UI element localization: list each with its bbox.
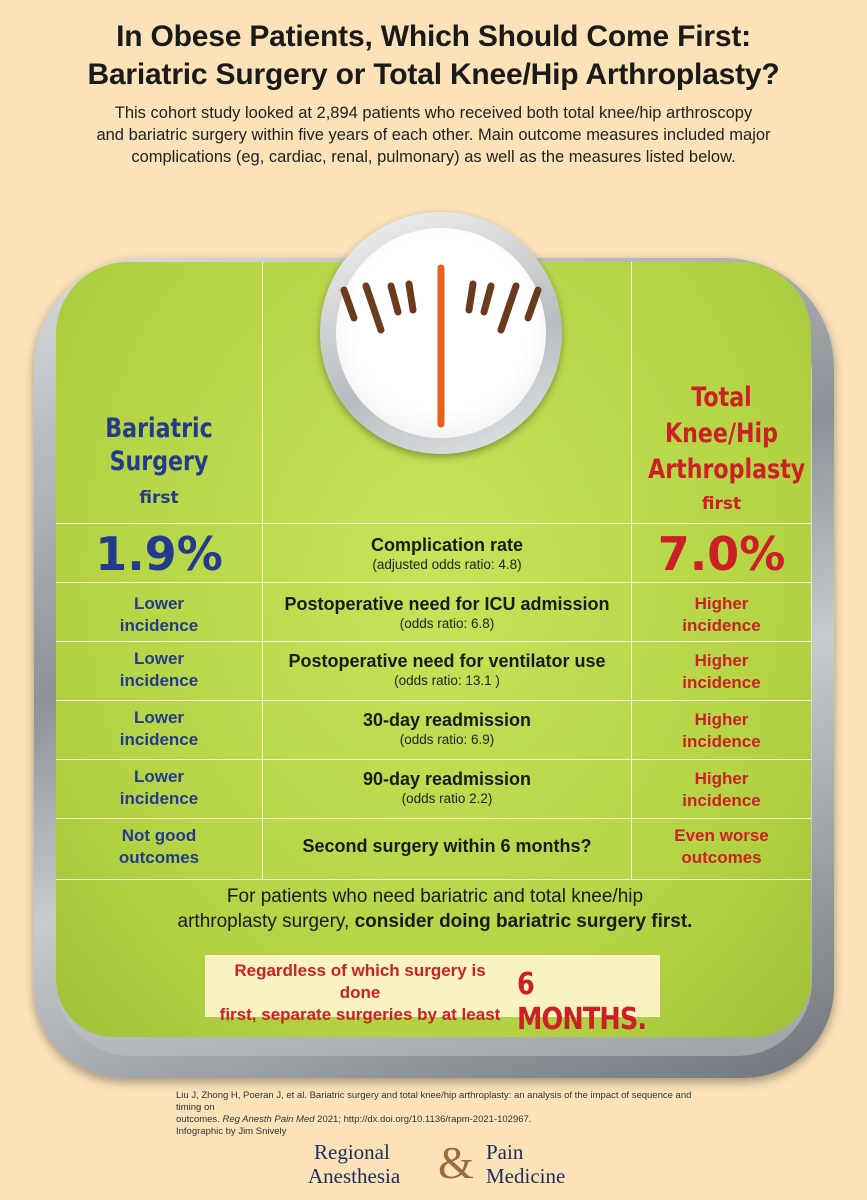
row-right-value: Higher incidence — [682, 594, 761, 635]
timing-emphasis: 6 MONTHS. — [517, 967, 647, 1037]
row-left-value: Lower incidence — [119, 708, 199, 749]
journal-logo: Regional Anesthesia & Pain Medicine — [308, 1137, 566, 1189]
row-left-value: Lower incidence — [119, 649, 199, 690]
ampersand-logo-icon: & — [438, 1137, 474, 1188]
row-right-value: Higher incidence — [682, 710, 761, 751]
row-right-value: Higher incidence — [682, 651, 761, 692]
title-line-2: Bariatric Surgery or Total Knee/Hip Arth… — [87, 58, 780, 91]
row-measure: 90-day readmission (odds ratio 2.2) — [362, 769, 532, 806]
row-right-value: Higher incidence — [682, 769, 761, 810]
row-left-value: Not good outcomes — [118, 826, 200, 867]
dial-gauge-icon — [340, 264, 542, 428]
row-divider — [56, 700, 811, 701]
page-title: In Obese Patients, Which Should Come Fir… — [0, 18, 867, 94]
row-left-value: Lower incidence — [119, 594, 199, 635]
scale-dial — [320, 212, 562, 454]
row-measure: Postoperative need for ICU admission (odd… — [284, 594, 610, 631]
row-divider — [56, 523, 811, 524]
column-header-bariatric: Bariatric Surgery first — [105, 413, 213, 508]
intro-text: This cohort study looked at 2,894 patien… — [34, 102, 834, 168]
complication-rate-label: Complication rate (adjusted odds ratio: … — [370, 535, 524, 572]
row-divider — [56, 582, 811, 583]
intro-line-2: and bariatric surgery within five years … — [96, 126, 771, 144]
column-divider-left — [262, 262, 263, 880]
conclusion-text: For patients who need bariatric and tota… — [177, 886, 693, 932]
row-left-value: Lower incidence — [119, 767, 199, 808]
title-line-1: In Obese Patients, Which Should Come Fir… — [116, 20, 751, 53]
row-divider — [56, 818, 811, 819]
citation: Liu J, Zhong H, Poeran J, et al. Bariatr… — [176, 1090, 692, 1137]
row-measure: 30-day readmission (odds ratio: 6.9) — [362, 710, 532, 747]
intro-line-3: complications (eg, cardiac, renal, pulmo… — [131, 148, 736, 166]
row-right-value: Even worse outcomes — [674, 826, 769, 867]
row-measure: Postoperative need for ventilator use (od… — [288, 651, 606, 688]
row-divider — [56, 641, 811, 642]
intro-line-1: This cohort study looked at 2,894 patien… — [114, 104, 753, 122]
row-divider — [56, 759, 811, 760]
column-divider-right — [631, 262, 632, 880]
bariatric-complication-rate: 1.9% — [95, 527, 223, 581]
arthroplasty-complication-rate: 7.0% — [657, 527, 786, 581]
row-measure: Second surgery within 6 months? — [302, 836, 592, 856]
column-header-arthroplasty: Total Knee/Hip Arthroplasty first — [648, 382, 806, 514]
row-divider — [56, 879, 811, 880]
timing-note: Regardless of which surgery is done firs… — [205, 955, 660, 1037]
header: In Obese Patients, Which Should Come Fir… — [0, 0, 867, 168]
